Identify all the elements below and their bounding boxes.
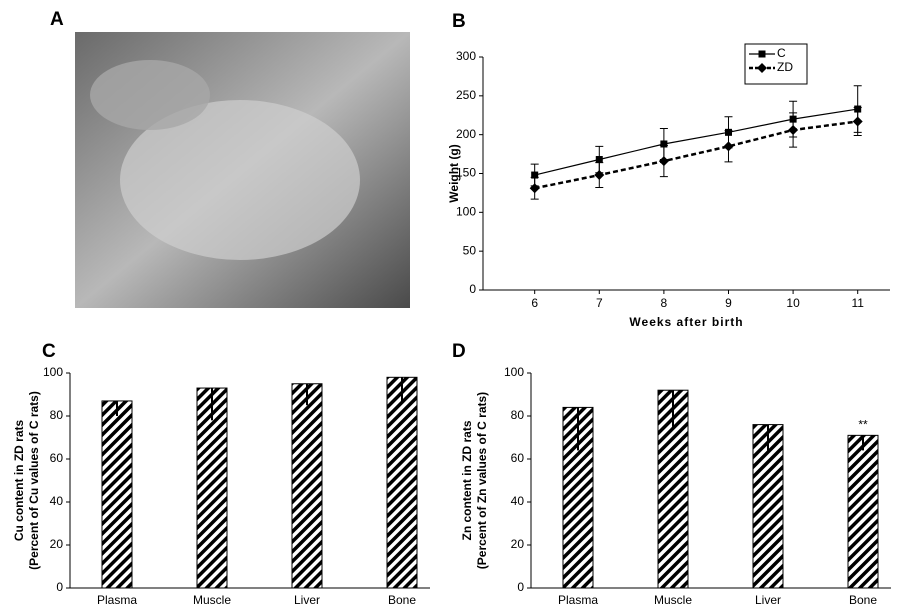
y-tick-label: 20 — [511, 537, 525, 551]
bar — [752, 424, 784, 589]
x-tick-label: Muscle — [193, 593, 231, 607]
marker — [723, 141, 734, 152]
marker — [658, 156, 669, 167]
marker — [531, 171, 539, 179]
y-tick-label: 0 — [469, 282, 476, 296]
bar — [847, 434, 879, 589]
y-tick-label: 40 — [50, 494, 64, 508]
y-tick-label: 250 — [456, 88, 476, 102]
x-tick-label: Muscle — [654, 593, 692, 607]
marker — [758, 50, 766, 58]
y-tick-label: 80 — [511, 408, 525, 422]
y-axis-label: Cu content in ZD rats — [12, 420, 26, 542]
legend-label: C — [777, 46, 786, 60]
x-tick-label: Liver — [294, 593, 320, 607]
marker — [852, 116, 863, 127]
x-tick-label: 11 — [851, 296, 864, 310]
y-tick-label: 20 — [50, 537, 64, 551]
x-tick-label: 7 — [596, 296, 603, 310]
bar — [101, 400, 133, 589]
y-axis-label: Weight (g) — [447, 144, 461, 202]
y-tick-label: 200 — [456, 127, 476, 141]
y-tick-label: 300 — [456, 49, 476, 63]
x-tick-label: Bone — [849, 593, 877, 607]
y-tick-label: 100 — [456, 205, 476, 219]
marker — [595, 156, 603, 164]
legend-box — [744, 43, 808, 85]
panel-label: D — [452, 341, 466, 362]
x-axis-label: Weeks after birth — [629, 315, 743, 329]
y-tick-label: 0 — [56, 580, 63, 594]
bar — [291, 383, 323, 589]
bar — [196, 387, 228, 589]
y-tick-label: 150 — [456, 166, 476, 180]
y-tick-label: 100 — [504, 365, 524, 379]
y-tick-label: 60 — [511, 451, 525, 465]
y-axis-label: Zn content in ZD rats — [460, 420, 474, 540]
marker — [660, 140, 668, 148]
y-tick-label: 0 — [517, 580, 524, 594]
y-axis-label: (Percent of Cu values of C rats) — [27, 391, 41, 570]
x-tick-label: 6 — [531, 296, 538, 310]
y-tick-label: 50 — [463, 243, 477, 257]
series-line — [534, 108, 858, 176]
legend-label: ZD — [777, 60, 793, 74]
marker — [757, 63, 767, 73]
x-tick-label: 8 — [661, 296, 668, 310]
marker — [788, 125, 799, 136]
panel-label: C — [42, 341, 56, 362]
bar — [386, 376, 418, 589]
y-tick-label: 80 — [50, 408, 64, 422]
panel-label: A — [50, 9, 64, 30]
x-tick-label: Liver — [755, 593, 781, 607]
y-tick-label: 40 — [511, 494, 525, 508]
y-tick-label: 100 — [43, 365, 63, 379]
x-tick-label: 9 — [725, 296, 732, 310]
y-tick-label: 60 — [50, 451, 64, 465]
x-tick-label: Plasma — [97, 593, 137, 607]
annotation: ** — [858, 418, 868, 432]
x-tick-label: Plasma — [558, 593, 598, 607]
x-tick-label: 10 — [786, 296, 800, 310]
series-line — [534, 120, 858, 190]
photo — [75, 32, 410, 308]
marker — [529, 183, 540, 194]
x-tick-label: Bone — [388, 593, 416, 607]
y-axis-label: (Percent of Zn values of C rats) — [475, 392, 489, 569]
panel-label: B — [452, 11, 466, 32]
marker — [594, 170, 605, 181]
